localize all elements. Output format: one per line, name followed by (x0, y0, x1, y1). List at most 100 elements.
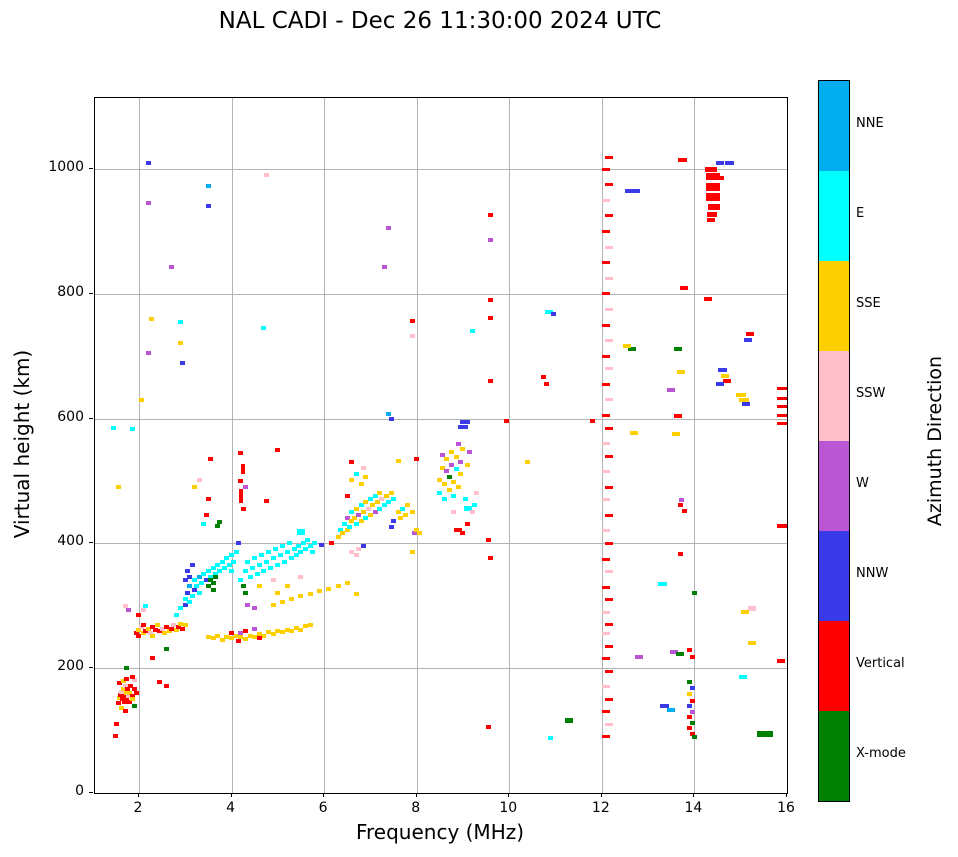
data-point (164, 646, 170, 651)
data-point (444, 456, 450, 461)
data-point (275, 562, 281, 567)
y-tick-label: 1000 (48, 159, 84, 176)
data-point (238, 578, 244, 583)
gridline-horizontal (95, 418, 787, 420)
data-point (627, 346, 636, 351)
data-point (388, 525, 394, 530)
data-point (391, 497, 397, 502)
data-point (233, 550, 239, 555)
colorbar-segment-x-mode (819, 711, 849, 801)
data-point (439, 453, 445, 458)
data-point (460, 420, 471, 425)
data-point (681, 509, 687, 513)
data-point (233, 633, 239, 638)
data-point (474, 490, 480, 495)
data-point (602, 382, 611, 386)
data-point (604, 722, 613, 726)
data-point (136, 628, 142, 633)
data-point (124, 687, 130, 692)
data-point (118, 706, 124, 711)
data-point (351, 515, 357, 520)
gridline-horizontal (95, 293, 787, 295)
colorbar-segment-vertical (819, 621, 849, 711)
data-point (604, 697, 613, 701)
x-tick-label: 16 (777, 800, 795, 816)
data-point (457, 425, 468, 430)
data-point (504, 419, 510, 424)
data-point (469, 509, 475, 514)
data-point (229, 568, 235, 573)
data-point (349, 550, 355, 555)
y-tick-label: 600 (57, 408, 84, 425)
data-point (354, 522, 360, 527)
data-point (240, 506, 246, 511)
data-point (182, 603, 188, 608)
data-point (145, 201, 151, 206)
data-point (194, 584, 200, 589)
data-point (414, 528, 420, 533)
data-point (360, 509, 366, 514)
data-point (625, 188, 635, 193)
data-point (715, 160, 724, 165)
data-point (444, 469, 450, 474)
data-point (704, 166, 717, 172)
data-point (402, 512, 408, 517)
data-point (252, 606, 258, 611)
data-point (602, 414, 611, 418)
data-point (134, 631, 140, 636)
data-point (386, 225, 392, 230)
data-point (395, 459, 401, 464)
data-point (590, 419, 596, 424)
data-point (384, 494, 390, 499)
data-point (667, 708, 676, 713)
data-point (335, 584, 341, 589)
data-point (707, 212, 717, 218)
colorbar-segment-nnw (819, 531, 849, 621)
colorbar-label-nne: NNE (856, 116, 884, 131)
data-point (344, 515, 350, 520)
data-point (358, 518, 364, 523)
data-point (416, 531, 422, 536)
data-point (268, 565, 274, 570)
gridline-horizontal (95, 668, 787, 670)
data-point (187, 600, 193, 605)
data-point (328, 541, 334, 546)
data-point (141, 608, 147, 613)
data-point (121, 699, 127, 704)
data-point (548, 736, 554, 741)
data-point (242, 568, 248, 573)
data-point (235, 639, 241, 644)
data-point (337, 528, 343, 533)
data-point (173, 628, 179, 633)
data-point (722, 379, 731, 384)
y-tick-mark (89, 667, 93, 669)
data-point (128, 684, 134, 689)
colorbar-label-nnw: NNW (856, 566, 889, 581)
data-point (717, 368, 727, 372)
data-point (455, 442, 461, 447)
data-point (687, 647, 693, 652)
data-point (349, 478, 355, 483)
data-point (122, 709, 128, 714)
gridline-vertical (416, 98, 418, 793)
x-tick-label: 6 (318, 800, 328, 816)
data-point (623, 344, 632, 349)
data-point (689, 698, 695, 703)
data-point (238, 635, 244, 640)
data-point (305, 537, 311, 542)
data-point (667, 387, 676, 392)
data-point (360, 465, 366, 470)
data-point (205, 203, 211, 208)
data-point (166, 629, 172, 634)
data-point (210, 587, 216, 592)
data-point (409, 509, 415, 514)
data-point (293, 625, 299, 630)
data-point (488, 316, 494, 321)
data-point (678, 552, 684, 557)
gridline-horizontal (95, 543, 787, 545)
data-point (460, 531, 466, 536)
data-point (453, 467, 459, 472)
data-point (215, 633, 221, 638)
colorbar-segment-sse (819, 261, 849, 351)
data-point (437, 478, 443, 483)
